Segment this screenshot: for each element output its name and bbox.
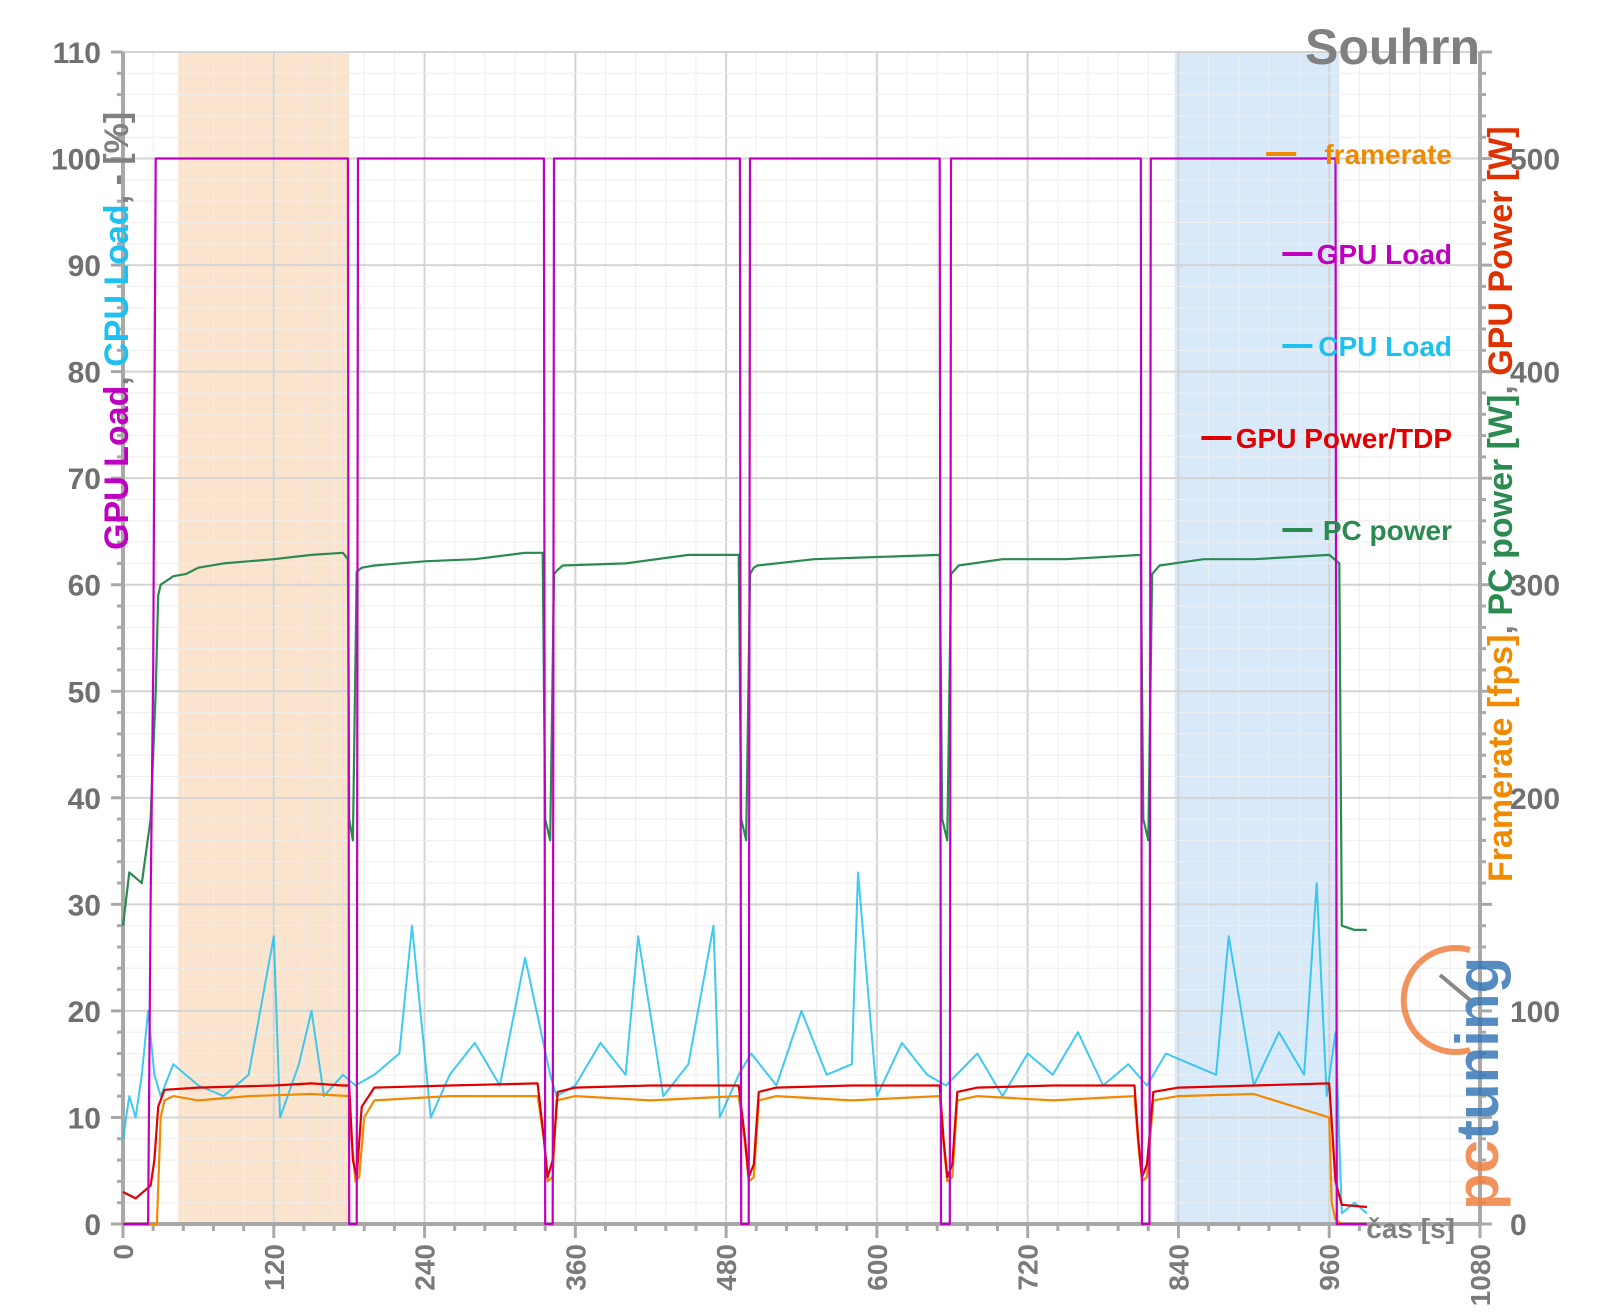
right-axis-title-part: , [1482, 616, 1520, 635]
chart-title: Souhrn [1305, 19, 1480, 75]
series-line-pc-power [121, 551, 1367, 932]
left-tick-label: 0 [84, 1209, 101, 1242]
left-axis-title: GPU Load, CPU Load, - [%] [98, 112, 136, 550]
left-tick-label: 50 [68, 676, 101, 709]
watermark-logo: pctuning [1400, 945, 1511, 1210]
left-tick-label: 100 [51, 144, 101, 177]
legend-label: GPU Load [1317, 239, 1452, 270]
left-tick-label: 70 [68, 463, 101, 496]
left-axis-title-part: , - [%] [98, 112, 136, 205]
right-tick-label: 300 [1510, 570, 1560, 603]
x-tick-label: 120 [259, 1244, 290, 1291]
series-lines [121, 157, 1368, 1226]
right-axis-title: Framerate [fps], PC power [W], GPU Power… [1482, 126, 1520, 882]
x-tick-label: 360 [560, 1244, 591, 1291]
left-tick-label: 30 [68, 889, 101, 922]
right-tick-label: 200 [1510, 783, 1560, 816]
x-tick-label: 0 [108, 1244, 139, 1260]
left-tick-label: 110 [53, 37, 101, 70]
right-axis-title-part: GPU Power [W] [1482, 126, 1520, 375]
left-tick-label: 40 [68, 783, 101, 816]
x-tick-label: 480 [711, 1244, 742, 1291]
left-tick-label: 60 [68, 570, 101, 603]
x-tick-label: 1080 [1465, 1244, 1496, 1306]
left-axis-title-part: GPU Load [98, 386, 136, 550]
watermark-needle-icon [1438, 973, 1472, 1002]
x-tick-label: 240 [410, 1244, 441, 1291]
series-line-gpu-load [123, 157, 1367, 1226]
x-tick-label: 720 [1013, 1244, 1044, 1291]
left-tick-label: 10 [68, 1102, 101, 1135]
highlight-region-0 [178, 52, 350, 1224]
legend-label: framerate [1324, 139, 1452, 170]
x-tick-label: 600 [862, 1244, 893, 1291]
x-tick-label: 960 [1314, 1244, 1345, 1291]
left-tick-label: 80 [68, 357, 101, 390]
legend-label: GPU Power/TDP [1236, 423, 1452, 454]
right-axis-title-part: , [1482, 376, 1520, 395]
right-tick-label: 100 [1510, 996, 1560, 1029]
left-tick-label: 20 [68, 996, 101, 1029]
right-axis-title-part: Framerate [fps] [1482, 634, 1520, 882]
right-tick-label: 0 [1510, 1209, 1527, 1242]
right-axis-title-part: PC power [W] [1482, 395, 1520, 616]
watermark-gauge-icon [1400, 945, 1471, 1055]
legend-label: CPU Load [1318, 331, 1452, 362]
x-axis-label: čas [s] [1366, 1213, 1455, 1244]
left-axis-title-part: , [98, 367, 136, 386]
watermark-text: pctuning [1444, 957, 1511, 1210]
x-tick-label: 840 [1163, 1244, 1194, 1291]
left-axis-title-part: CPU Load [98, 204, 136, 366]
left-tick-label: 90 [68, 250, 101, 283]
series-line-cpu-load [122, 871, 1368, 1215]
highlight-region-1 [1174, 52, 1340, 1224]
legend-label: PC power [1323, 515, 1452, 546]
watermark-part: pc [1444, 1140, 1511, 1210]
highlight-bands [178, 52, 1340, 1224]
right-tick-label: 400 [1510, 357, 1560, 390]
axes: 0 10 20 30 40 50 60 70 80 90 100 110 0 100 200 300 400 50… [51, 37, 1560, 1306]
legend: framerate GPU Load CPU Load GPU Power/TDP PC… [1201, 139, 1452, 546]
right-tick-label: 500 [1510, 144, 1560, 177]
